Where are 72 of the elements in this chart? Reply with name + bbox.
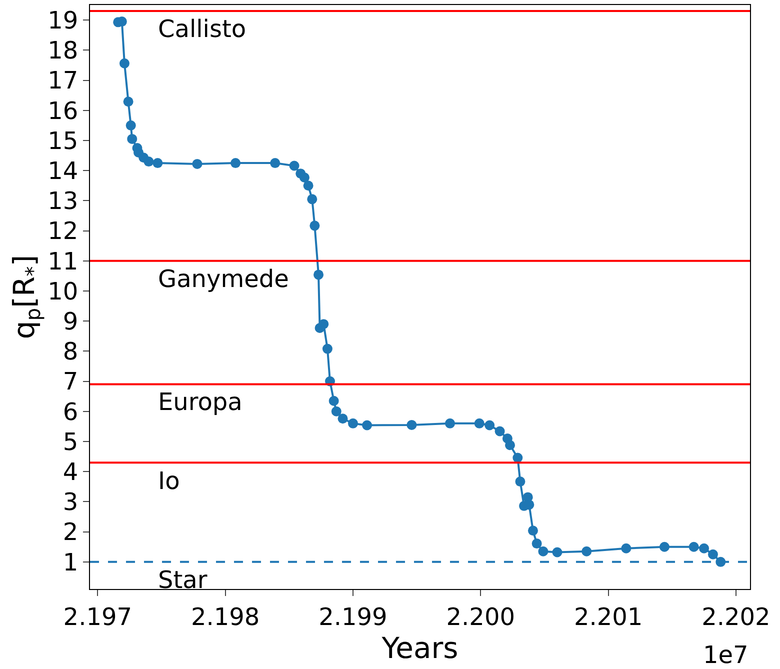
y-tick-label: 2 bbox=[62, 518, 78, 546]
point bbox=[299, 172, 310, 182]
ref-line-label: Io bbox=[158, 467, 180, 495]
point bbox=[338, 414, 348, 424]
ref-line-label: Star bbox=[158, 566, 208, 594]
point bbox=[659, 542, 670, 552]
y-tick-label: 10 bbox=[48, 277, 78, 306]
text: 1e7 bbox=[703, 641, 748, 669]
point bbox=[505, 440, 515, 450]
point bbox=[494, 426, 505, 436]
point bbox=[230, 158, 241, 168]
point bbox=[192, 158, 202, 169]
point bbox=[270, 158, 280, 168]
point bbox=[289, 160, 300, 171]
point bbox=[515, 476, 526, 487]
point bbox=[119, 58, 130, 68]
point bbox=[512, 452, 523, 463]
point bbox=[144, 156, 154, 167]
point bbox=[127, 134, 138, 144]
point bbox=[126, 120, 136, 130]
ref-line-label: Ganymede bbox=[158, 265, 289, 293]
y-tick-label: 3 bbox=[62, 488, 78, 516]
point bbox=[582, 546, 592, 556]
y-tick-label: 6 bbox=[62, 398, 78, 426]
y-tick-label: 12 bbox=[48, 217, 78, 246]
point bbox=[318, 319, 329, 330]
x-axis-title: Years bbox=[380, 630, 458, 665]
y-tick-label: 14 bbox=[48, 156, 78, 185]
y-tick-label: 7 bbox=[62, 368, 78, 396]
ref-line-label: Callisto bbox=[158, 15, 246, 43]
point bbox=[528, 526, 538, 536]
x-tick-label: 2.200 bbox=[446, 602, 515, 631]
point bbox=[406, 420, 417, 430]
x-tick-label: 2.197 bbox=[63, 602, 132, 631]
point bbox=[303, 180, 314, 191]
x-tick-label: 2.199 bbox=[318, 602, 388, 631]
y-tick-label: 8 bbox=[62, 338, 78, 366]
point bbox=[532, 538, 542, 549]
point bbox=[552, 547, 562, 558]
y-tick-label: 17 bbox=[48, 66, 78, 95]
x-tick-label: 2.201 bbox=[574, 602, 643, 631]
point bbox=[152, 158, 163, 168]
point bbox=[331, 406, 342, 416]
ref-line-label: Europa bbox=[158, 388, 242, 416]
point bbox=[484, 420, 495, 430]
point bbox=[708, 549, 718, 560]
point bbox=[348, 418, 358, 428]
point bbox=[688, 542, 699, 552]
point bbox=[307, 194, 318, 204]
y-tick-label: 13 bbox=[48, 187, 78, 216]
x-tick-label: 2.198 bbox=[190, 602, 260, 631]
y-tick-label: 19 bbox=[48, 6, 78, 34]
y-tick-label: 16 bbox=[48, 96, 78, 125]
point bbox=[123, 96, 134, 107]
point bbox=[621, 543, 632, 554]
point bbox=[474, 418, 484, 428]
point bbox=[328, 396, 339, 406]
y-tick-label: 9 bbox=[62, 307, 78, 336]
point bbox=[445, 418, 455, 428]
point bbox=[362, 420, 372, 430]
point bbox=[310, 220, 320, 231]
y-tick-label: 18 bbox=[48, 36, 78, 65]
y-tick-label: 4 bbox=[62, 458, 78, 486]
y-tick-label: 5 bbox=[62, 428, 78, 456]
y-tick-label: 11 bbox=[48, 247, 78, 276]
y-tick-label: 15 bbox=[48, 126, 78, 155]
point bbox=[322, 344, 332, 354]
point bbox=[699, 543, 710, 554]
y-tick-label: 1 bbox=[62, 548, 78, 576]
point bbox=[538, 546, 548, 556]
x-tick-label: 2.202 bbox=[702, 602, 770, 631]
point bbox=[314, 270, 324, 280]
